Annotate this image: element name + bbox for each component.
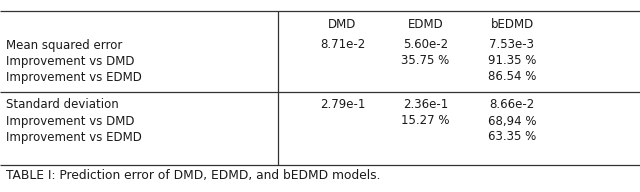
Text: 86.54 %: 86.54 % [488,70,536,84]
Text: Improvement vs DMD: Improvement vs DMD [6,55,134,68]
Text: DMD: DMD [328,17,356,31]
Text: 63.35 %: 63.35 % [488,131,536,143]
Text: EDMD: EDMD [408,17,444,31]
Text: TABLE I: Prediction error of DMD, EDMD, and bEDMD models.: TABLE I: Prediction error of DMD, EDMD, … [6,169,381,182]
Text: 8.66e-2: 8.66e-2 [490,98,534,112]
Text: Improvement vs EDMD: Improvement vs EDMD [6,131,142,143]
Text: 91.35 %: 91.35 % [488,55,536,68]
Text: 8.71e-2: 8.71e-2 [320,39,365,51]
Text: 68,94 %: 68,94 % [488,114,536,127]
Text: Standard deviation: Standard deviation [6,98,119,112]
Text: 5.60e-2: 5.60e-2 [403,39,448,51]
Text: 2.79e-1: 2.79e-1 [320,98,365,112]
Text: 2.36e-1: 2.36e-1 [403,98,448,112]
Text: 35.75 %: 35.75 % [401,55,450,68]
Text: Improvement vs DMD: Improvement vs DMD [6,114,134,127]
Text: Improvement vs EDMD: Improvement vs EDMD [6,70,142,84]
Text: Mean squared error: Mean squared error [6,39,122,51]
Text: 15.27 %: 15.27 % [401,114,450,127]
Text: 7.53e-3: 7.53e-3 [490,39,534,51]
Text: bEDMD: bEDMD [490,17,534,31]
